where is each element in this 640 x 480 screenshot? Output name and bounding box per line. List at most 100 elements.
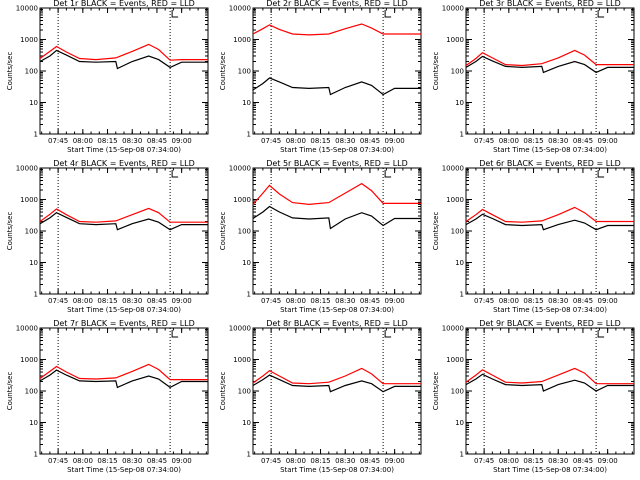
- y-tick-label: 1: [460, 451, 464, 459]
- y-tick-label: 10: [455, 259, 464, 267]
- series-line-events: [465, 373, 634, 392]
- x-tick-label: 08:30: [548, 457, 568, 465]
- chart-title: Det 4r BLACK = Events, RED = LLD: [53, 159, 195, 168]
- y-tick-label: 10: [29, 419, 38, 427]
- chart-title: Det 6r BLACK = Events, RED = LLD: [479, 159, 621, 168]
- chart-panel-7: Det 7r BLACK = Events, RED = LLD 1 10 100 10…: [6, 319, 209, 474]
- y-tick-label: 1000: [233, 356, 251, 364]
- y-tick-label: 100: [451, 228, 464, 236]
- y-tick-label: 10: [242, 259, 251, 267]
- series-line-lld: [465, 206, 634, 223]
- y-axis-label: Counts/sec: [219, 372, 227, 411]
- series-line-lld: [252, 367, 421, 385]
- series-line-events: [252, 374, 421, 393]
- y-tick-label: 100: [25, 388, 38, 396]
- chart-title: Det 8r BLACK = Events, RED = LLD: [266, 319, 408, 328]
- y-tick-label: 1: [34, 291, 38, 299]
- y-tick-label: 1: [460, 291, 464, 299]
- y-tick-label: 1: [247, 131, 251, 139]
- y-tick-label: 1: [247, 451, 251, 459]
- x-axis-label: Start Time (15-Sep-08 07:34:00): [280, 146, 394, 154]
- y-tick-label: 10000: [16, 165, 38, 173]
- plot-frame: [39, 327, 209, 455]
- y-tick-label: 10: [455, 419, 464, 427]
- y-tick-label: 1: [34, 451, 38, 459]
- plot-frame: [465, 7, 635, 135]
- chart-panel-8: Det 8r BLACK = Events, RED = LLD 1 10 100 10…: [219, 319, 422, 474]
- x-tick-label: 08:45: [147, 297, 167, 305]
- plot-frame: [252, 7, 422, 135]
- x-tick-label: 08:30: [122, 457, 142, 465]
- x-tick-label: 08:00: [499, 297, 519, 305]
- series-line-events: [465, 213, 634, 231]
- y-tick-label: 10: [242, 419, 251, 427]
- y-tick-label: 10000: [16, 5, 38, 13]
- series-line-lld: [39, 207, 208, 223]
- x-tick-label: 09:00: [598, 137, 618, 145]
- x-tick-label: 08:45: [147, 137, 167, 145]
- y-tick-label: 10000: [16, 325, 38, 333]
- x-tick-label: 08:00: [73, 137, 93, 145]
- chart-panel-1: Det 1r BLACK = Events, RED = LLD 1 10 100 10…: [6, 0, 209, 154]
- y-tick-label: 1000: [446, 36, 464, 44]
- x-tick-label: 08:15: [523, 457, 543, 465]
- chart-panel-2: Det 2r BLACK = Events, RED = LLD 1 10 100 10…: [219, 0, 422, 154]
- x-tick-label: 07:45: [261, 457, 281, 465]
- x-tick-label: 08:00: [73, 457, 93, 465]
- x-tick-label: 08:15: [97, 457, 117, 465]
- x-tick-label: 08:45: [573, 457, 593, 465]
- y-tick-label: 10: [29, 99, 38, 107]
- x-tick-label: 08:15: [523, 137, 543, 145]
- plot-frame: [252, 327, 422, 455]
- x-axis-label: Start Time (15-Sep-08 07:34:00): [67, 306, 181, 314]
- x-tick-label: 08:15: [97, 297, 117, 305]
- corner-marker: [384, 330, 392, 338]
- chart-panel-6: Det 6r BLACK = Events, RED = LLD 1 10 100 10…: [432, 159, 635, 314]
- plot-frame: [465, 327, 635, 455]
- y-tick-label: 100: [451, 388, 464, 396]
- y-tick-label: 10000: [229, 165, 251, 173]
- y-tick-label: 100: [238, 388, 251, 396]
- y-tick-label: 1000: [446, 196, 464, 204]
- y-tick-label: 100: [25, 228, 38, 236]
- y-tick-label: 100: [238, 68, 251, 76]
- chart-panel-3: Det 3r BLACK = Events, RED = LLD 1 10 100 10…: [432, 0, 635, 154]
- x-tick-label: 09:00: [598, 457, 618, 465]
- y-axis-label: Counts/sec: [219, 52, 227, 91]
- y-tick-label: 10000: [229, 325, 251, 333]
- y-tick-label: 1: [460, 131, 464, 139]
- x-tick-label: 08:45: [360, 137, 380, 145]
- plot-frame: [465, 167, 635, 295]
- x-tick-label: 09:00: [172, 457, 192, 465]
- corner-marker: [597, 10, 605, 18]
- x-tick-label: 08:30: [122, 137, 142, 145]
- series-line-events: [252, 205, 421, 230]
- corner-marker: [597, 170, 605, 178]
- y-tick-label: 1000: [20, 36, 38, 44]
- x-axis-label: Start Time (15-Sep-08 07:34:00): [493, 466, 607, 474]
- y-tick-label: 10000: [442, 165, 464, 173]
- x-tick-label: 07:45: [474, 297, 494, 305]
- chart-title: Det 7r BLACK = Events, RED = LLD: [53, 319, 195, 328]
- y-axis-label: Counts/sec: [432, 372, 440, 411]
- series-line-lld: [252, 23, 421, 36]
- y-tick-label: 1: [247, 291, 251, 299]
- x-axis-label: Start Time (15-Sep-08 07:34:00): [493, 146, 607, 154]
- x-axis-label: Start Time (15-Sep-08 07:34:00): [67, 466, 181, 474]
- x-tick-label: 07:45: [261, 137, 281, 145]
- y-tick-label: 1000: [20, 196, 38, 204]
- x-tick-label: 08:45: [573, 297, 593, 305]
- y-tick-label: 10: [29, 259, 38, 267]
- x-tick-label: 08:30: [335, 457, 355, 465]
- series-line-lld: [39, 43, 208, 61]
- y-tick-label: 1000: [233, 36, 251, 44]
- x-tick-label: 08:30: [122, 297, 142, 305]
- corner-marker: [597, 330, 605, 338]
- x-tick-label: 08:00: [499, 457, 519, 465]
- x-tick-label: 09:00: [172, 137, 192, 145]
- y-tick-label: 10000: [442, 325, 464, 333]
- y-tick-label: 1000: [446, 356, 464, 364]
- x-tick-label: 08:15: [310, 137, 330, 145]
- x-tick-label: 07:45: [48, 297, 68, 305]
- x-tick-label: 08:45: [360, 297, 380, 305]
